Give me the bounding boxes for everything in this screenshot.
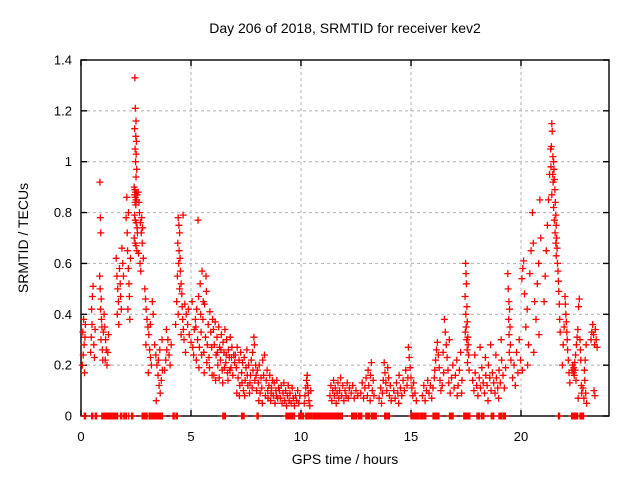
svg-text:0.2: 0.2 — [54, 358, 72, 373]
data-points — [78, 74, 601, 420]
svg-text:20: 20 — [514, 429, 528, 444]
svg-text:0.8: 0.8 — [54, 205, 72, 220]
svg-text:1.4: 1.4 — [54, 53, 72, 68]
y-tick-labels: 0 0.2 0.4 0.6 0.8 1 1.2 1.4 — [54, 53, 72, 424]
chart-title: Day 206 of 2018, SRMTID for receiver kev… — [209, 20, 481, 36]
svg-text:0: 0 — [65, 409, 72, 424]
grid-lines — [81, 60, 609, 416]
svg-text:0.4: 0.4 — [54, 307, 72, 322]
svg-text:0: 0 — [77, 429, 84, 444]
axis-ticks — [80, 59, 609, 417]
svg-text:10: 10 — [294, 429, 308, 444]
x-axis-label: GPS time / hours — [291, 451, 399, 467]
svg-text:1.2: 1.2 — [54, 103, 72, 118]
svg-text:0.6: 0.6 — [54, 256, 72, 271]
svg-text:1: 1 — [65, 154, 72, 169]
plot-border — [80, 59, 610, 417]
svg-text:5: 5 — [187, 429, 194, 444]
svg-text:15: 15 — [404, 429, 418, 444]
x-tick-labels: 0 5 10 15 20 — [77, 429, 528, 444]
